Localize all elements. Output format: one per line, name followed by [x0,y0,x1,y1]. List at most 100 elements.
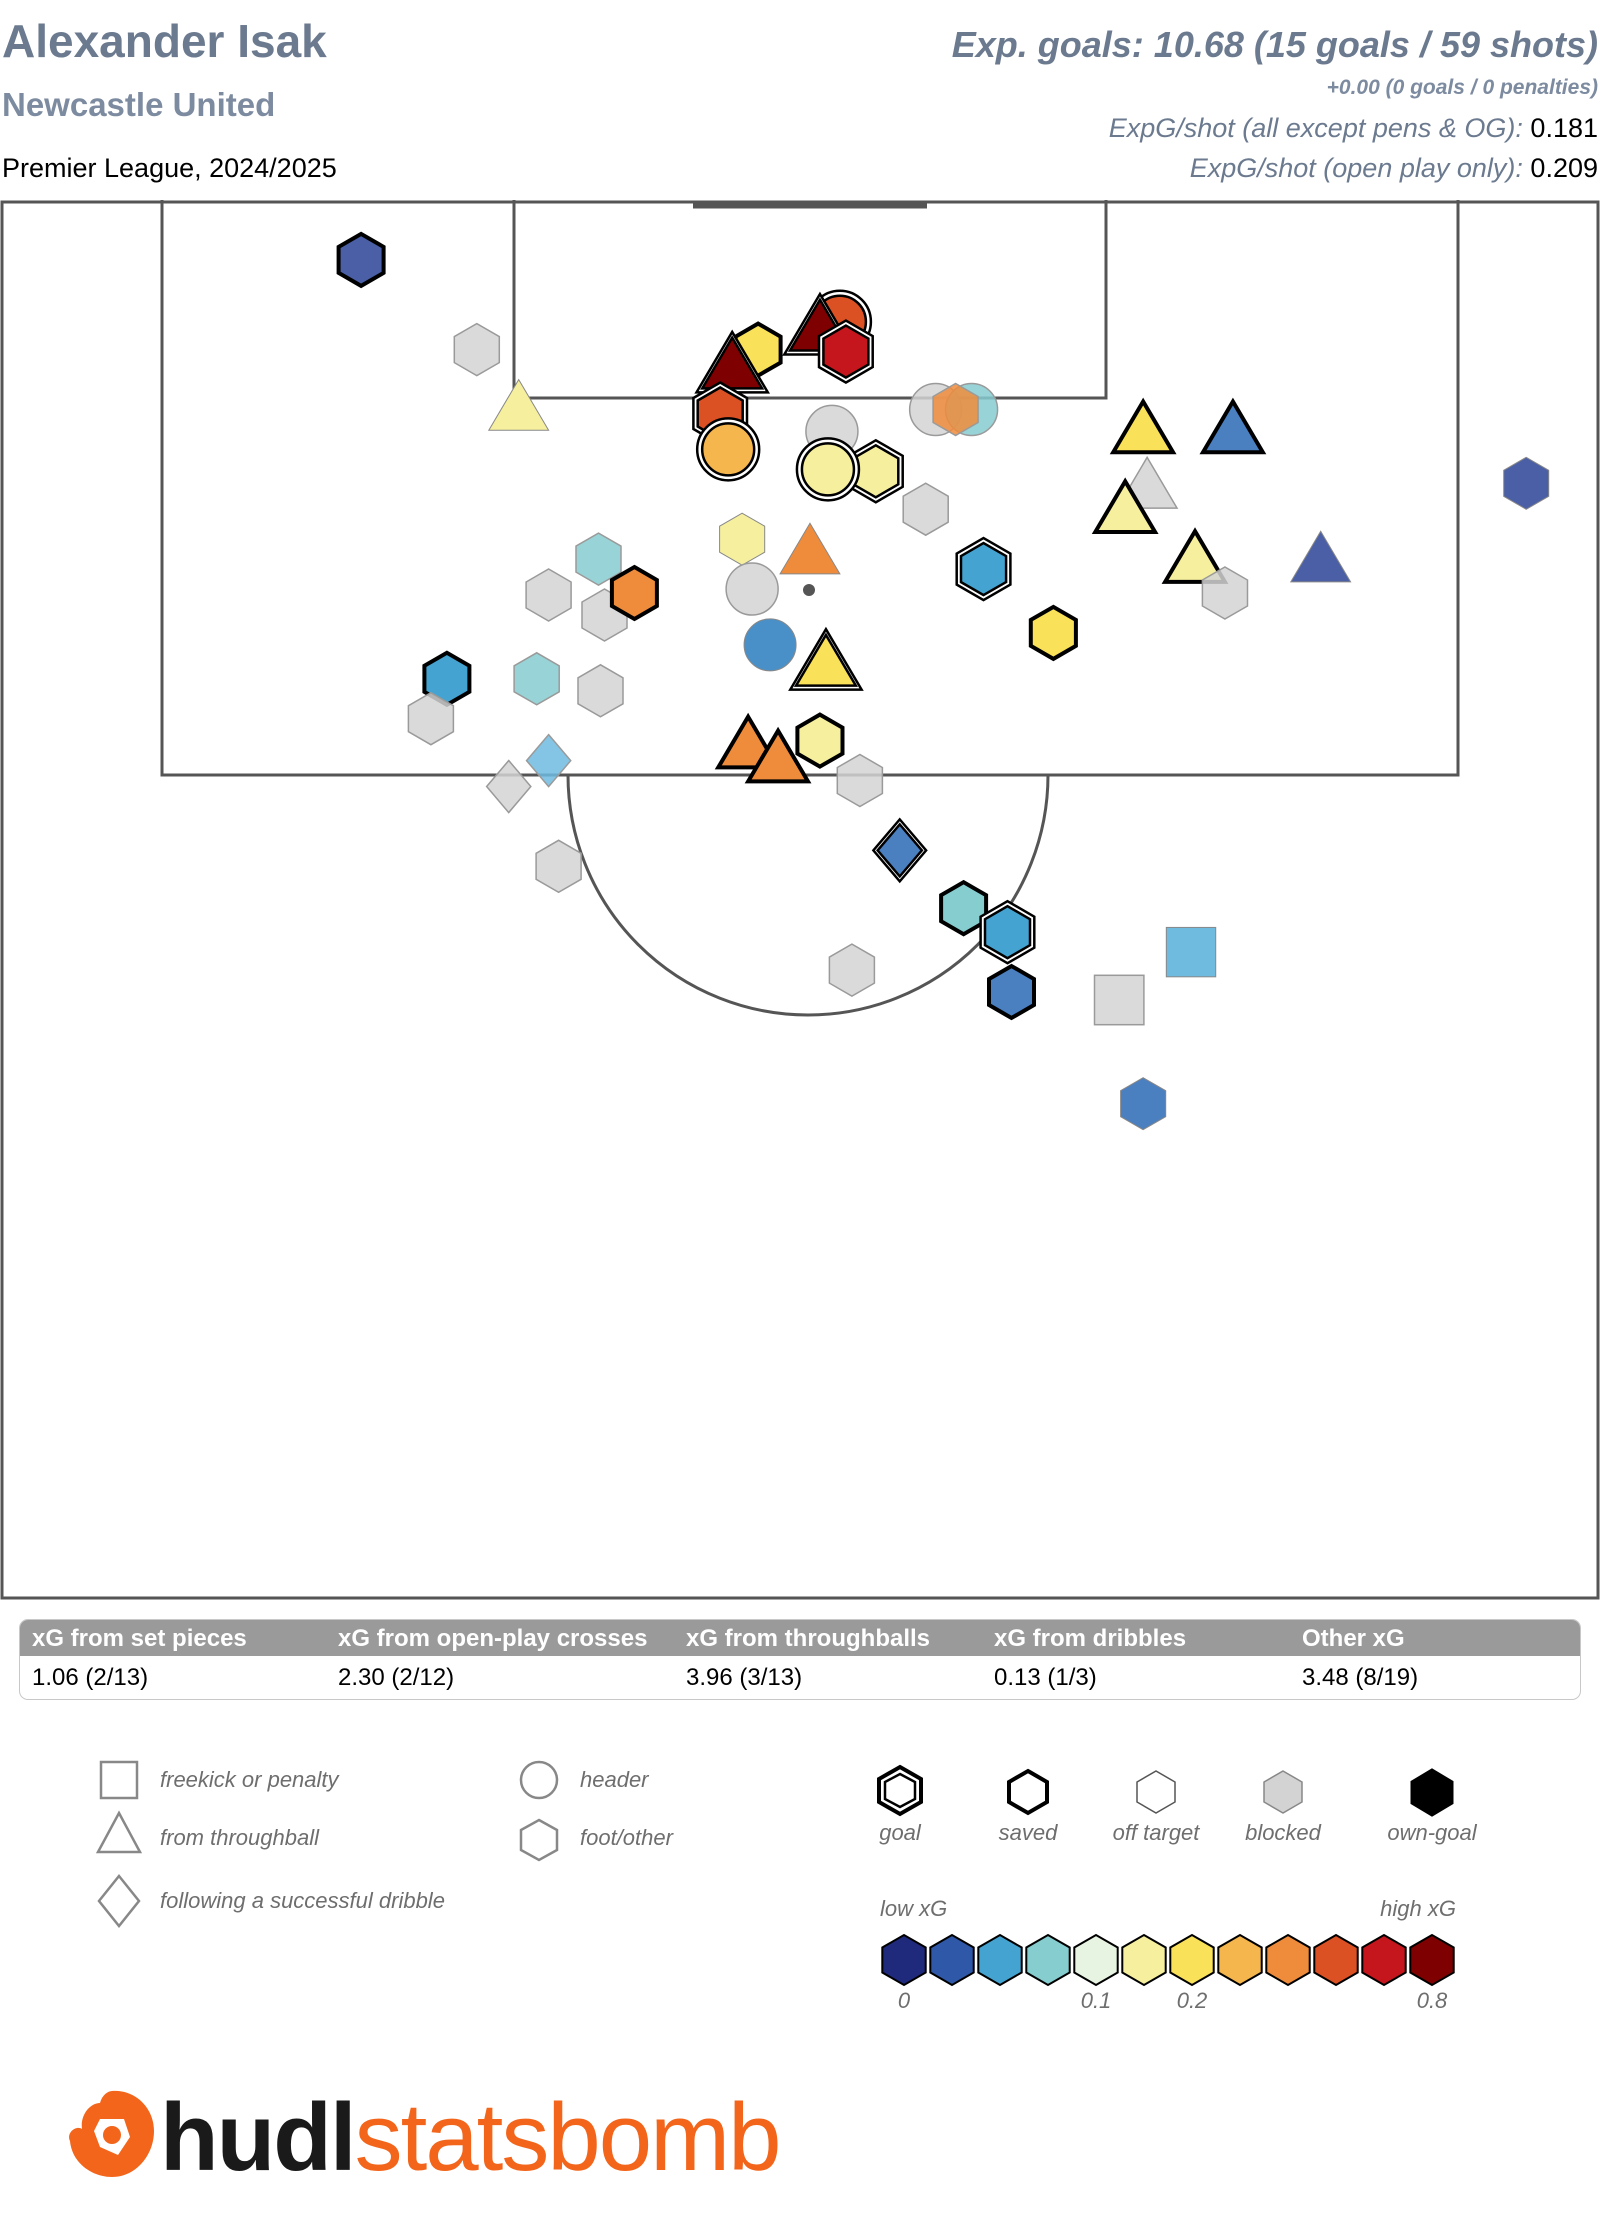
shot-marker-33 [575,532,622,586]
goal-inner-icon [883,1772,917,1809]
xg-breakdown-table: xG from set pieces xG from open-play cro… [19,1619,1581,1700]
scale-high-label: high xG [1380,1896,1456,1921]
scale-swatch-3 [977,1933,1023,1987]
outcome-legend: goal saved off target blocked own-goal [877,1764,1478,1845]
xg-breakdown-header: xG from set pieces xG from open-play cro… [20,1620,1580,1656]
xg-per-shot-label: ExpG/shot (all except pens & OG): [1108,113,1523,143]
xg-value-dribbles: 0.13 (1/3) [994,1664,1097,1691]
scale-tick-0.1: 0.1 [1081,1988,1112,2013]
scale-swatch-4 [1025,1933,1071,1987]
xg-per-shot-open-value: 0.209 [1530,153,1598,183]
legend-off-target-label: off target [1113,1820,1201,1845]
shot-marker-15 [847,438,904,504]
legend-dribble-label: following a successful dribble [160,1888,445,1913]
team-name: Newcastle United [2,86,276,123]
diamond-icon [97,1873,141,1929]
triangle-icon [95,1810,143,1854]
xg-header-crosses: xG from open-play crosses [338,1625,648,1652]
circle-icon [519,1760,559,1800]
shot-marker-6 [817,319,874,385]
scale-tick-0: 0 [898,1988,911,2013]
brand-wordmark: hudlstatsbomb [160,2090,781,2186]
scale-swatch-7 [1169,1933,1215,1987]
shot-marker-23 [1289,530,1352,583]
shot-marker-1 [336,231,386,289]
scale-swatch-8 [1217,1933,1263,1987]
hudl-statsbomb-logo-icon [69,2090,154,2177]
xg-per-shot-row: ExpG/shot (all except pens & OG): 0.181 [1109,113,1598,144]
shot-marker-47 [871,817,928,884]
scale-swatch-1 [881,1933,927,1987]
shot-marker-46 [485,759,532,814]
scale-swatch-2 [929,1933,975,1987]
xg-per-shot-open-row: ExpG/shot (open play only): 0.209 [1190,153,1598,184]
xg-per-shot-open-label: ExpG/shot (open play only): [1189,153,1523,183]
shot-marker-34 [525,568,572,622]
scale-swatch-12 [1409,1933,1455,1987]
legend-foot-label: foot/other [580,1825,675,1850]
penalty-area [160,200,1460,777]
xg-value-set-pieces: 1.06 (2/13) [32,1664,149,1691]
legend-header-label: header [580,1767,650,1792]
shot-marker-17 [902,482,949,537]
scale-low-label: low xG [880,1896,947,1921]
shot-marker-27 [779,522,841,575]
shot-marker-18 [1109,397,1177,455]
xg-value-other: 3.48 (8/19) [1302,1664,1419,1691]
shot-marker-54 [1093,974,1145,1026]
shot-marker-42 [744,726,812,784]
shot-marker-51 [828,943,876,997]
shot-marker-45 [525,733,572,788]
legend-saved-label: saved [999,1820,1058,1845]
brand-statsbomb: statsbomb [354,2084,782,2191]
shot-marker-30 [1028,604,1078,662]
scale-swatch-5 [1073,1933,1119,1987]
shot-marker-19 [1199,397,1267,455]
shot-marker-29 [955,536,1012,602]
scale-tick-0.8: 0.8 [1417,1988,1448,2013]
blocked-icon [1263,1770,1303,1814]
legend-blocked-label: blocked [1245,1820,1322,1845]
scale-swatch-6 [1121,1933,1167,1987]
square-icon [99,1760,139,1800]
shot-marker-43 [795,712,845,769]
brand-hudl: hudl [160,2084,357,2191]
off-target-icon [1136,1770,1176,1814]
legend-goal-label: goal [879,1820,922,1845]
xg-header-dribbles: xG from dribbles [994,1625,1187,1652]
shot-marker-38 [577,663,624,718]
scale-swatch-11 [1361,1933,1407,1987]
shot-marker-32 [788,626,864,691]
shot-marker-16 [795,437,861,502]
shot-marker-44 [836,753,884,808]
scale-tick-0.2: 0.2 [1177,1988,1208,2013]
legend: freekick or penalty from throughball fol… [95,1760,1478,2013]
xg-summary: Exp. goals: 10.68 (15 goals / 59 shots) [951,24,1598,65]
shot-marker-55 [1120,1077,1167,1131]
pitch-boundary [0,200,1600,1600]
shot-marker-37 [513,651,560,706]
shots-layer [336,231,1550,1131]
shot-marker-2 [453,322,501,377]
shot-marker-28 [725,562,779,616]
xg-header-other: Other xG [1302,1625,1405,1652]
penalty-summary: +0.00 (0 goals / 0 penalties) [1326,76,1598,99]
xg-per-shot-value: 0.181 [1530,113,1598,143]
player-name: Alexander Isak [2,15,327,67]
shot-marker-10 [695,417,761,482]
xg-value-crosses: 2.30 (2/12) [338,1664,455,1691]
shot-marker-24 [1201,566,1249,620]
xg-header-throughballs: xG from throughballs [686,1625,931,1652]
shot-marker-50 [979,899,1036,965]
shot-marker-31 [743,618,797,672]
shot-marker-36 [609,564,659,622]
shot-map [0,200,1600,1600]
scale-swatches [881,1933,1455,1987]
penalty-arc [566,774,1050,1017]
scale-swatch-9 [1265,1933,1311,1987]
legend-own-goal-label: own-goal [1387,1820,1477,1845]
shot-marker-48 [535,839,582,894]
shot-marker-52 [987,963,1036,1021]
competition-season: Premier League, 2024/2025 [2,153,337,183]
shape-legend: freekick or penalty from throughball fol… [95,1760,675,1929]
